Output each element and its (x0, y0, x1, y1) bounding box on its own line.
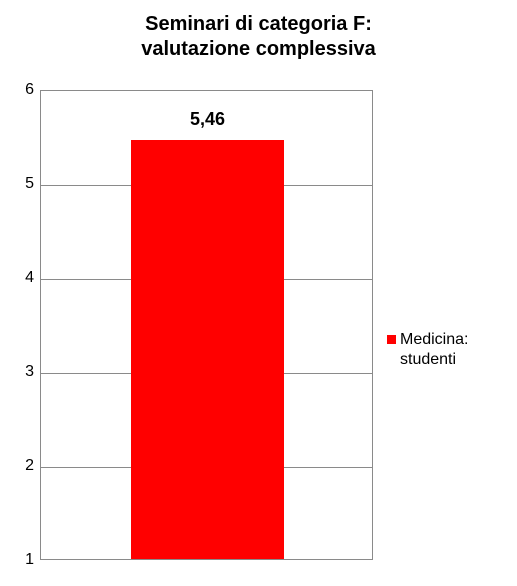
y-tick-label: 1 (25, 551, 34, 569)
y-tick-label: 2 (25, 457, 34, 475)
legend-label-line2: studenti (400, 351, 456, 368)
data-label: 5,46 (190, 109, 225, 130)
chart-wrapper: 123456 5,46 (10, 90, 373, 560)
legend-label-line1: Medicina: (400, 331, 468, 348)
bar (131, 140, 284, 559)
y-tick-label: 3 (25, 363, 34, 381)
y-tick-label: 5 (25, 175, 34, 193)
legend: Medicina: studenti (387, 330, 468, 370)
chart-title: Seminari di categoria F: valutazione com… (0, 0, 517, 62)
y-tick-label: 4 (25, 269, 34, 287)
chart-container: Seminari di categoria F: valutazione com… (0, 0, 517, 586)
y-axis: 123456 (10, 90, 40, 560)
chart-title-line2: valutazione complessiva (141, 38, 376, 60)
chart-title-line1: Seminari di categoria F: (145, 13, 372, 35)
legend-marker (387, 335, 396, 344)
y-tick-label: 6 (25, 81, 34, 99)
legend-text: Medicina: studenti (400, 330, 468, 370)
plot-area: 5,46 (40, 90, 373, 560)
